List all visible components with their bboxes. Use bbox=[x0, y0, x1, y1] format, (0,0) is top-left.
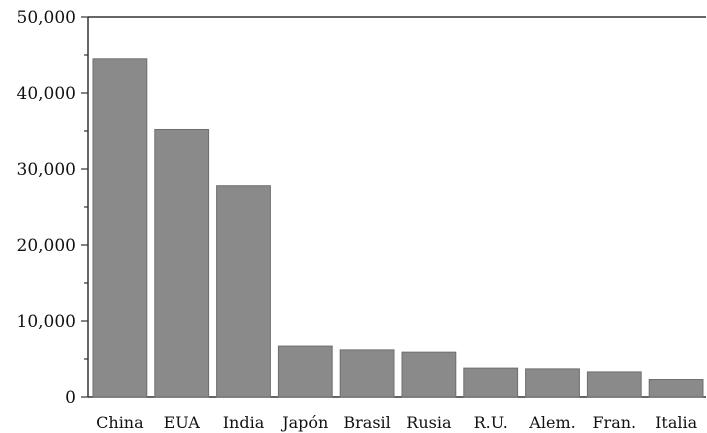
bar-jap-n bbox=[277, 345, 333, 398]
y-axis: 0 10,000 20,000 30,000 40,000 50,000 bbox=[17, 8, 88, 408]
y-tick-label: 10,000 bbox=[17, 312, 76, 332]
x-category-label: Rusia bbox=[406, 413, 452, 432]
bar-alem bbox=[525, 368, 580, 398]
bar-india bbox=[216, 185, 271, 398]
x-category-label: R.U. bbox=[474, 413, 508, 432]
bar-fran bbox=[586, 371, 642, 398]
bars-group bbox=[92, 58, 704, 398]
x-category-label: EUA bbox=[164, 413, 201, 432]
x-category-label: Brasil bbox=[343, 413, 390, 432]
x-axis: China EUA India Japón Brasil Rusia R.U. Alem. Fr… bbox=[96, 413, 697, 432]
x-category-label: China bbox=[96, 413, 144, 432]
bar-china bbox=[92, 58, 148, 398]
x-category-label: India bbox=[223, 413, 265, 432]
y-tick-label: 50,000 bbox=[17, 8, 76, 28]
y-tick-label: 30,000 bbox=[17, 160, 76, 180]
y-tick-label: 20,000 bbox=[17, 236, 76, 256]
x-category-label: Japón bbox=[280, 413, 328, 432]
x-category-label: Alem. bbox=[528, 413, 575, 432]
y-tick-label: 0 bbox=[65, 388, 76, 408]
y-tick-label: 40,000 bbox=[17, 84, 76, 104]
bar-r-u bbox=[463, 367, 519, 398]
bar-italia bbox=[648, 379, 704, 398]
bar-eua bbox=[154, 128, 210, 398]
bar-rusia bbox=[401, 351, 457, 398]
x-category-label: Fran. bbox=[592, 413, 636, 432]
bar-brasil bbox=[339, 349, 395, 398]
x-category-label: Italia bbox=[655, 413, 698, 432]
